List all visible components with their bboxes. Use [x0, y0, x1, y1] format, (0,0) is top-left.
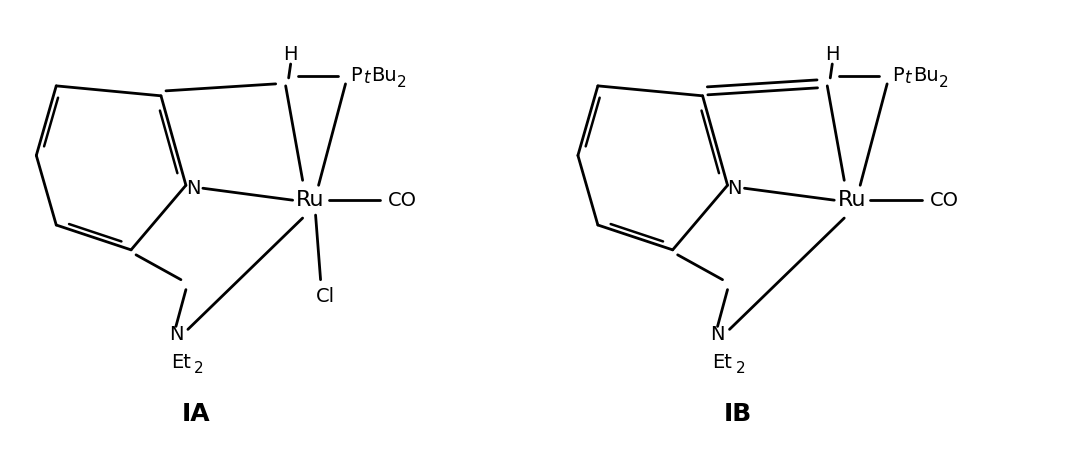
Text: 2: 2	[736, 361, 745, 376]
Text: IB: IB	[723, 402, 751, 426]
Text: P: P	[892, 66, 903, 86]
Text: Cl: Cl	[316, 287, 335, 306]
Text: Ru: Ru	[838, 190, 866, 210]
Text: Et: Et	[171, 353, 191, 372]
Text: H: H	[284, 45, 298, 64]
Text: N: N	[710, 325, 725, 344]
Text: N: N	[186, 179, 200, 198]
Text: Et: Et	[713, 353, 733, 372]
Text: Bu: Bu	[913, 66, 939, 86]
Text: N: N	[168, 325, 184, 344]
Text: Bu: Bu	[372, 66, 397, 86]
Text: t: t	[363, 69, 370, 87]
Text: N: N	[727, 179, 741, 198]
Text: t: t	[905, 69, 912, 87]
Text: P: P	[350, 66, 362, 86]
Text: 2: 2	[398, 76, 407, 91]
Text: IA: IA	[182, 402, 210, 426]
Text: Ru: Ru	[297, 190, 325, 210]
Text: CO: CO	[929, 191, 959, 210]
Text: 2: 2	[939, 76, 949, 91]
Text: H: H	[825, 45, 839, 64]
Text: 2: 2	[193, 361, 203, 376]
Text: CO: CO	[388, 191, 416, 210]
